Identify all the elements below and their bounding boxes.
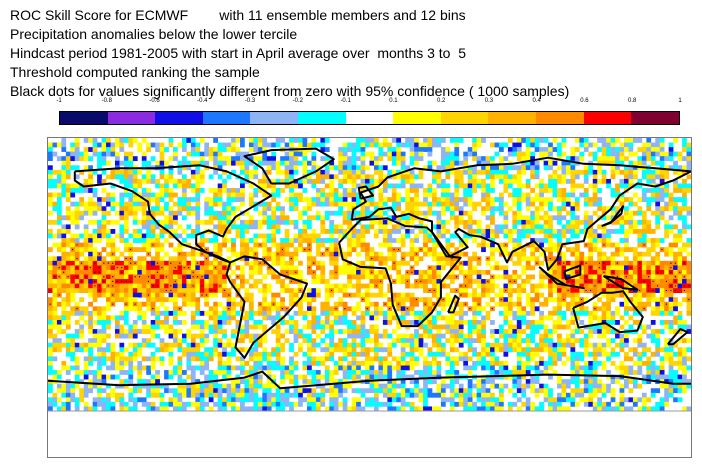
colorbar-segment: [345, 112, 394, 124]
coastline: [338, 217, 462, 328]
coastline: [350, 156, 691, 271]
colorbar-segment: [440, 112, 489, 124]
colorbar-tick-label: -0.3: [244, 98, 256, 104]
coastline: [538, 266, 585, 290]
colorbar-segment: [536, 112, 584, 124]
coastline: [563, 264, 582, 281]
colorbar-tick-label: -0.1: [340, 98, 351, 104]
colorbar-tick-label: 0.4: [532, 98, 541, 104]
coastline: [73, 164, 273, 264]
title-line-4: Threshold computed ranking the sample: [10, 64, 260, 80]
colorbar-tick-labels: -1 -0.8 -0.6 -0.4 -0.3 -0.2 -0.1 0.1 0.2 0.3 0.4 0.…: [56, 98, 682, 108]
coastline: [572, 290, 644, 334]
colorbar-segment: [393, 112, 441, 124]
colorbar-tick-label: 0.6: [580, 98, 589, 104]
colorbar-segment: [583, 112, 632, 124]
coastline: [602, 275, 639, 291]
colorbar-tick-label: 0.1: [389, 98, 398, 104]
colorbar: [59, 111, 680, 125]
colorbar-segment: [60, 112, 108, 124]
title-line-1: ROC Skill Score for ECMWF with 11 ensemb…: [10, 7, 466, 23]
coastlines: [48, 147, 691, 390]
title-line-3: Hindcast period 1981-2005 with start in …: [10, 45, 467, 61]
colorbar-tick-label: -0.6: [149, 98, 160, 104]
skill-score-map: [48, 138, 691, 412]
colorbar-segment: [155, 112, 203, 124]
colorbar-tick-label: -0.8: [101, 98, 112, 104]
colorbar-segment: [250, 112, 299, 124]
colorbar-tick-label: 0.2: [436, 98, 446, 104]
coastline: [601, 205, 625, 227]
colorbar-tick-label: -1: [56, 98, 62, 104]
colorbar-segment: [298, 112, 346, 124]
colorbar-segment: [107, 112, 156, 124]
coastline: [667, 328, 689, 346]
title-line-5: Black dots for values significantly diff…: [10, 83, 570, 99]
colorbar-segment: [202, 112, 251, 124]
title-line-2: Precipitation anomalies below the lower …: [10, 26, 298, 42]
title-block: ROC Skill Score for ECMWF with 11 ensemb…: [10, 6, 569, 101]
map-panel: [47, 137, 692, 458]
colorbar-segment: [631, 112, 679, 124]
coastline: [225, 255, 308, 359]
score-grid: [48, 138, 691, 412]
colorbar-tick-label: 0.8: [628, 98, 637, 104]
colorbar-segment: [488, 112, 537, 124]
coastline: [48, 370, 691, 390]
coastline: [447, 294, 460, 314]
colorbar-tick-label: 1: [678, 98, 682, 104]
colorbar-tick-label: -0.4: [197, 98, 208, 104]
coastline: [243, 147, 335, 185]
coastline: [357, 185, 375, 200]
colorbar-tick-label: 0.3: [484, 98, 494, 104]
colorbar-tick-label: -0.2: [292, 98, 304, 104]
